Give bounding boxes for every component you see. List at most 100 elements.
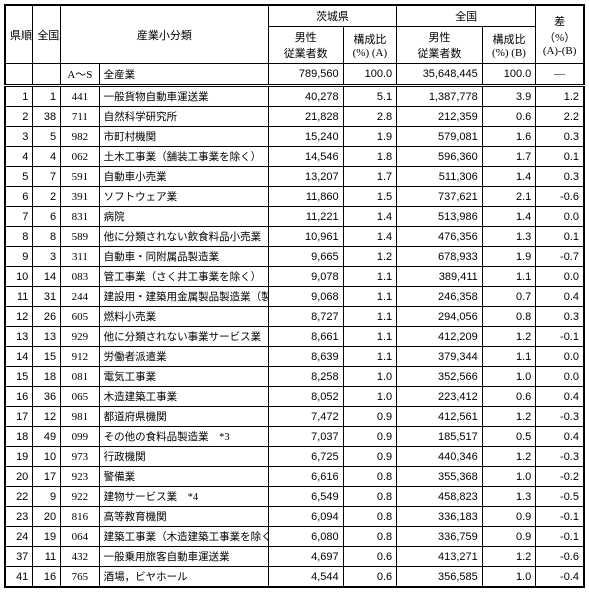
total-p1: 100.0 xyxy=(343,64,397,86)
cell-pref-rank: 19 xyxy=(5,447,33,467)
cell-nat-rank: 1 xyxy=(33,86,61,107)
cell-diff: 0.0 xyxy=(536,267,584,287)
cell-v1: 6,094 xyxy=(268,507,343,527)
cell-diff: -0.4 xyxy=(536,567,584,588)
table-row: 1313929他に分類されない事業サービス業 *28,6611.1412,209… xyxy=(5,327,584,347)
cell-pref-rank: 41 xyxy=(5,567,33,588)
cell-code: 591 xyxy=(61,167,100,187)
cell-name: 木造建築工事業 xyxy=(99,387,268,407)
cell-pref-rank: 7 xyxy=(5,207,33,227)
cell-nat-rank: 9 xyxy=(33,487,61,507)
cell-p2: 0.6 xyxy=(482,387,536,407)
cell-name: 燃料小売業 xyxy=(99,307,268,327)
cell-p2: 1.2 xyxy=(482,327,536,347)
cell-diff: -0.5 xyxy=(536,487,584,507)
cell-p1: 2.8 xyxy=(343,107,397,127)
cell-v1: 13,207 xyxy=(268,167,343,187)
cell-p2: 1.4 xyxy=(482,207,536,227)
cell-pref-rank: 1 xyxy=(5,86,33,107)
cell-v2: 412,561 xyxy=(397,407,483,427)
cell-name: 都道府県機関 xyxy=(99,407,268,427)
cell-pref-rank: 8 xyxy=(5,227,33,247)
cell-pref-rank: 37 xyxy=(5,547,33,567)
cell-pref-rank: 9 xyxy=(5,247,33,267)
cell-p1: 1.1 xyxy=(343,347,397,367)
cell-v1: 4,697 xyxy=(268,547,343,567)
table-row: 4116765酒場，ビヤホール4,5440.6356,5851.0-0.4 xyxy=(5,567,584,588)
cell-p2: 0.7 xyxy=(482,287,536,307)
cell-diff: -0.1 xyxy=(536,507,584,527)
cell-p1: 1.0 xyxy=(343,367,397,387)
cell-name: 他に分類されない飲食料品小売業 *1 xyxy=(99,227,268,247)
cell-v1: 6,549 xyxy=(268,487,343,507)
table-row: 1415912労働者派遣業8,6391.1379,3441.10.0 xyxy=(5,347,584,367)
cell-p2: 0.8 xyxy=(482,307,536,327)
cell-pref-rank: 11 xyxy=(5,287,33,307)
cell-nat-rank: 49 xyxy=(33,427,61,447)
cell-nat-rank: 5 xyxy=(33,127,61,147)
cell-v1: 10,961 xyxy=(268,227,343,247)
cell-code: 929 xyxy=(61,327,100,347)
cell-v1: 11,221 xyxy=(268,207,343,227)
table-row: 62391ソフトウェア業11,8601.5737,6212.1-0.6 xyxy=(5,187,584,207)
cell-v1: 40,278 xyxy=(268,86,343,107)
cell-v1: 7,472 xyxy=(268,407,343,427)
cell-code: 981 xyxy=(61,407,100,427)
cell-pref-rank: 15 xyxy=(5,367,33,387)
cell-diff: 0.0 xyxy=(536,347,584,367)
cell-code: 441 xyxy=(61,86,100,107)
cell-code: 244 xyxy=(61,287,100,307)
cell-v1: 9,078 xyxy=(268,267,343,287)
cell-v2: 355,368 xyxy=(397,467,483,487)
cell-diff: -0.7 xyxy=(536,247,584,267)
industry-table: 県順位 全国順位 産業小分類 茨城県 全国 差 （%） (A)-(B) 男性 従… xyxy=(4,4,585,588)
table-body: A～S 全産業 789,560 100.0 35,648,445 100.0 ―… xyxy=(5,64,584,588)
cell-p2: 1.2 xyxy=(482,447,536,467)
cell-diff: 0.3 xyxy=(536,167,584,187)
table-row: 229922建物サービス業 *46,5490.8458,8231.3-0.5 xyxy=(5,487,584,507)
table-row: 2419064建築工事業（木造建築工事業を除く）6,0800.8336,7590… xyxy=(5,527,584,547)
cell-code: 605 xyxy=(61,307,100,327)
cell-v2: 579,081 xyxy=(397,127,483,147)
cell-pref-rank: 18 xyxy=(5,427,33,447)
cell-diff: -0.1 xyxy=(536,527,584,547)
cell-v2: 336,759 xyxy=(397,527,483,547)
cell-diff: -0.6 xyxy=(536,547,584,567)
cell-code: 081 xyxy=(61,367,100,387)
cell-pref-rank: 24 xyxy=(5,527,33,547)
cell-diff: 0.0 xyxy=(536,207,584,227)
cell-v1: 9,068 xyxy=(268,287,343,307)
cell-pref-rank: 5 xyxy=(5,167,33,187)
cell-code: 064 xyxy=(61,527,100,547)
table-row: 11441一般貨物自動車運送業40,2785.11,387,7783.91.2 xyxy=(5,86,584,107)
cell-pref-rank: 4 xyxy=(5,147,33,167)
table-row: 88589他に分類されない飲食料品小売業 *110,9611.4476,3561… xyxy=(5,227,584,247)
cell-p2: 3.9 xyxy=(482,86,536,107)
cell-p2: 1.1 xyxy=(482,347,536,367)
cell-p1: 0.8 xyxy=(343,487,397,507)
cell-p1: 0.6 xyxy=(343,567,397,588)
cell-name: 一般貨物自動車運送業 xyxy=(99,86,268,107)
cell-p2: 1.0 xyxy=(482,567,536,588)
cell-p1: 0.9 xyxy=(343,447,397,467)
cell-p2: 1.0 xyxy=(482,467,536,487)
cell-name: 高等教育機関 xyxy=(99,507,268,527)
cell-name: 電気工事業 xyxy=(99,367,268,387)
cell-diff: 1.2 xyxy=(536,86,584,107)
cell-code: 831 xyxy=(61,207,100,227)
cell-diff: 0.4 xyxy=(536,387,584,407)
cell-p2: 1.1 xyxy=(482,267,536,287)
cell-p1: 0.6 xyxy=(343,547,397,567)
cell-name: ソフトウェア業 xyxy=(99,187,268,207)
cell-diff: 0.4 xyxy=(536,427,584,447)
cell-nat-rank: 3 xyxy=(33,247,61,267)
cell-p1: 1.1 xyxy=(343,267,397,287)
cell-name: 建設用・建築用金属製品製造業（製缶板金業を含む） xyxy=(99,287,268,307)
th-pref-rank: 県順位 xyxy=(5,5,33,64)
th-ratio-b: 構成比 (%) (B) xyxy=(482,27,536,64)
cell-v1: 7,037 xyxy=(268,427,343,447)
cell-v2: 511,306 xyxy=(397,167,483,187)
cell-v2: 246,358 xyxy=(397,287,483,307)
cell-code: 099 xyxy=(61,427,100,447)
cell-nat-rank: 15 xyxy=(33,347,61,367)
